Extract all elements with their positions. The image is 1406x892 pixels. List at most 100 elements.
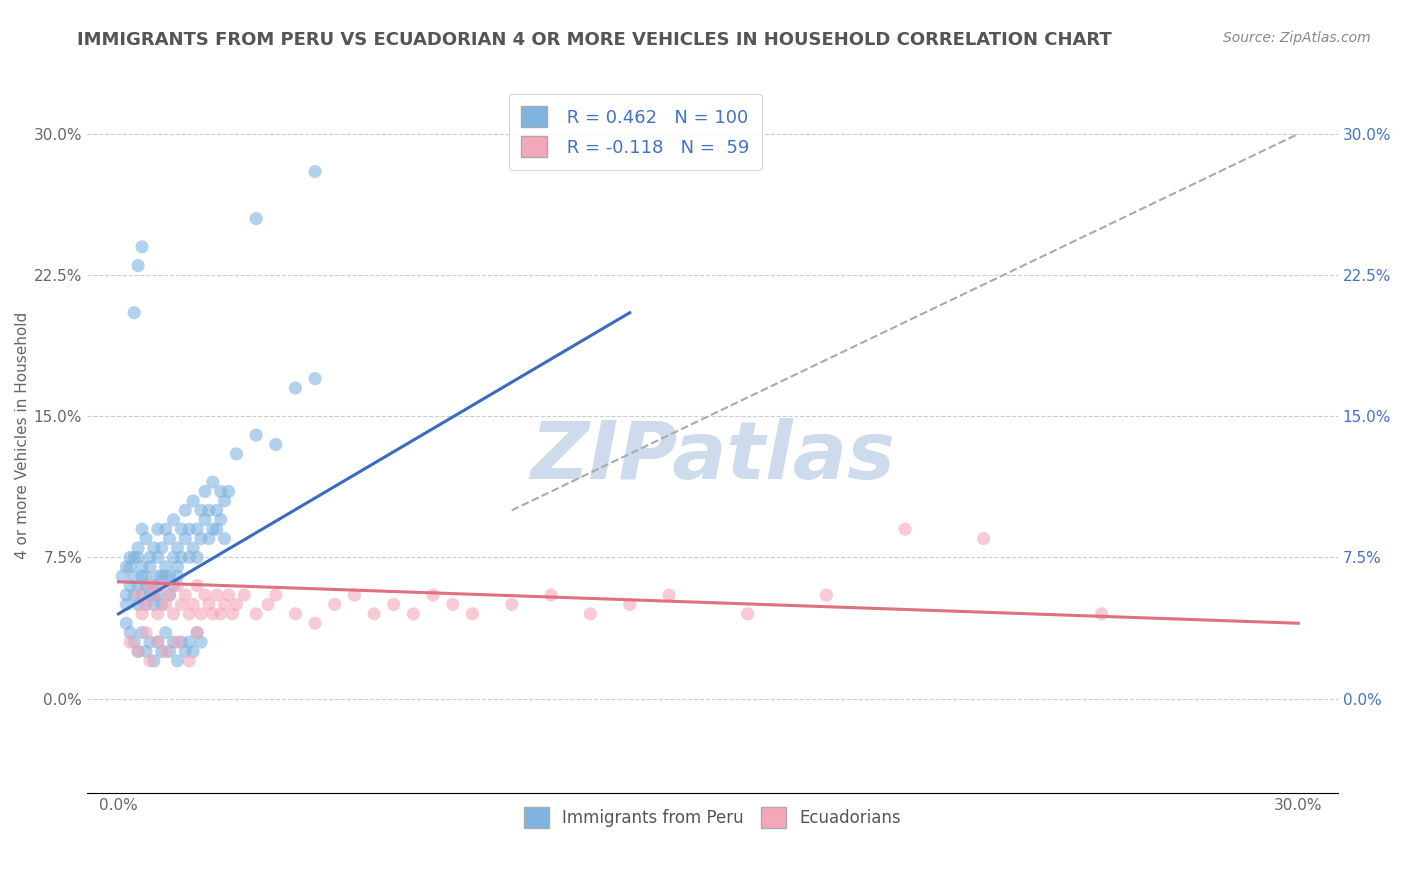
- Point: [190, 607, 212, 621]
- Point: [205, 522, 228, 536]
- Point: [146, 635, 169, 649]
- Point: [181, 598, 204, 612]
- Point: [166, 569, 188, 583]
- Point: [155, 522, 177, 536]
- Point: [619, 598, 641, 612]
- Point: [323, 598, 346, 612]
- Point: [122, 635, 145, 649]
- Point: [245, 211, 267, 226]
- Point: [131, 240, 153, 254]
- Point: [159, 588, 181, 602]
- Text: Source: ZipAtlas.com: Source: ZipAtlas.com: [1223, 31, 1371, 45]
- Point: [135, 532, 157, 546]
- Point: [120, 625, 142, 640]
- Point: [166, 579, 188, 593]
- Point: [135, 625, 157, 640]
- Point: [131, 559, 153, 574]
- Point: [225, 598, 247, 612]
- Point: [127, 259, 149, 273]
- Point: [155, 644, 177, 658]
- Point: [135, 644, 157, 658]
- Point: [139, 654, 162, 668]
- Point: [150, 541, 173, 555]
- Point: [461, 607, 484, 621]
- Point: [150, 579, 173, 593]
- Point: [146, 569, 169, 583]
- Point: [135, 579, 157, 593]
- Point: [579, 607, 602, 621]
- Point: [120, 559, 142, 574]
- Point: [131, 522, 153, 536]
- Point: [304, 371, 326, 385]
- Point: [122, 306, 145, 320]
- Point: [894, 522, 917, 536]
- Point: [127, 644, 149, 658]
- Point: [139, 579, 162, 593]
- Point: [142, 579, 165, 593]
- Point: [142, 541, 165, 555]
- Point: [245, 607, 267, 621]
- Point: [150, 569, 173, 583]
- Point: [111, 569, 134, 583]
- Point: [122, 569, 145, 583]
- Point: [127, 644, 149, 658]
- Point: [120, 579, 142, 593]
- Point: [201, 607, 224, 621]
- Point: [214, 532, 236, 546]
- Point: [146, 607, 169, 621]
- Point: [174, 532, 197, 546]
- Point: [115, 598, 138, 612]
- Point: [181, 644, 204, 658]
- Point: [150, 598, 173, 612]
- Point: [218, 484, 240, 499]
- Point: [146, 522, 169, 536]
- Point: [162, 550, 184, 565]
- Point: [120, 550, 142, 565]
- Point: [194, 484, 217, 499]
- Point: [214, 598, 236, 612]
- Legend: Immigrants from Peru, Ecuadorians: Immigrants from Peru, Ecuadorians: [517, 801, 907, 834]
- Point: [166, 635, 188, 649]
- Point: [205, 588, 228, 602]
- Point: [155, 598, 177, 612]
- Point: [402, 607, 425, 621]
- Point: [737, 607, 759, 621]
- Point: [135, 598, 157, 612]
- Point: [186, 625, 208, 640]
- Point: [166, 541, 188, 555]
- Point: [139, 559, 162, 574]
- Y-axis label: 4 or more Vehicles in Household: 4 or more Vehicles in Household: [15, 311, 30, 558]
- Point: [205, 503, 228, 517]
- Point: [181, 541, 204, 555]
- Point: [115, 559, 138, 574]
- Point: [218, 588, 240, 602]
- Point: [155, 559, 177, 574]
- Point: [139, 579, 162, 593]
- Point: [155, 569, 177, 583]
- Point: [179, 522, 201, 536]
- Point: [233, 588, 256, 602]
- Point: [973, 532, 995, 546]
- Point: [264, 588, 287, 602]
- Point: [501, 598, 523, 612]
- Point: [159, 532, 181, 546]
- Point: [127, 579, 149, 593]
- Point: [304, 616, 326, 631]
- Point: [363, 607, 385, 621]
- Point: [174, 588, 197, 602]
- Point: [304, 164, 326, 178]
- Point: [174, 503, 197, 517]
- Point: [162, 513, 184, 527]
- Point: [225, 447, 247, 461]
- Point: [658, 588, 681, 602]
- Point: [170, 522, 193, 536]
- Point: [159, 588, 181, 602]
- Point: [194, 588, 217, 602]
- Point: [115, 616, 138, 631]
- Point: [186, 625, 208, 640]
- Point: [343, 588, 366, 602]
- Point: [179, 635, 201, 649]
- Point: [139, 588, 162, 602]
- Point: [186, 550, 208, 565]
- Point: [209, 513, 232, 527]
